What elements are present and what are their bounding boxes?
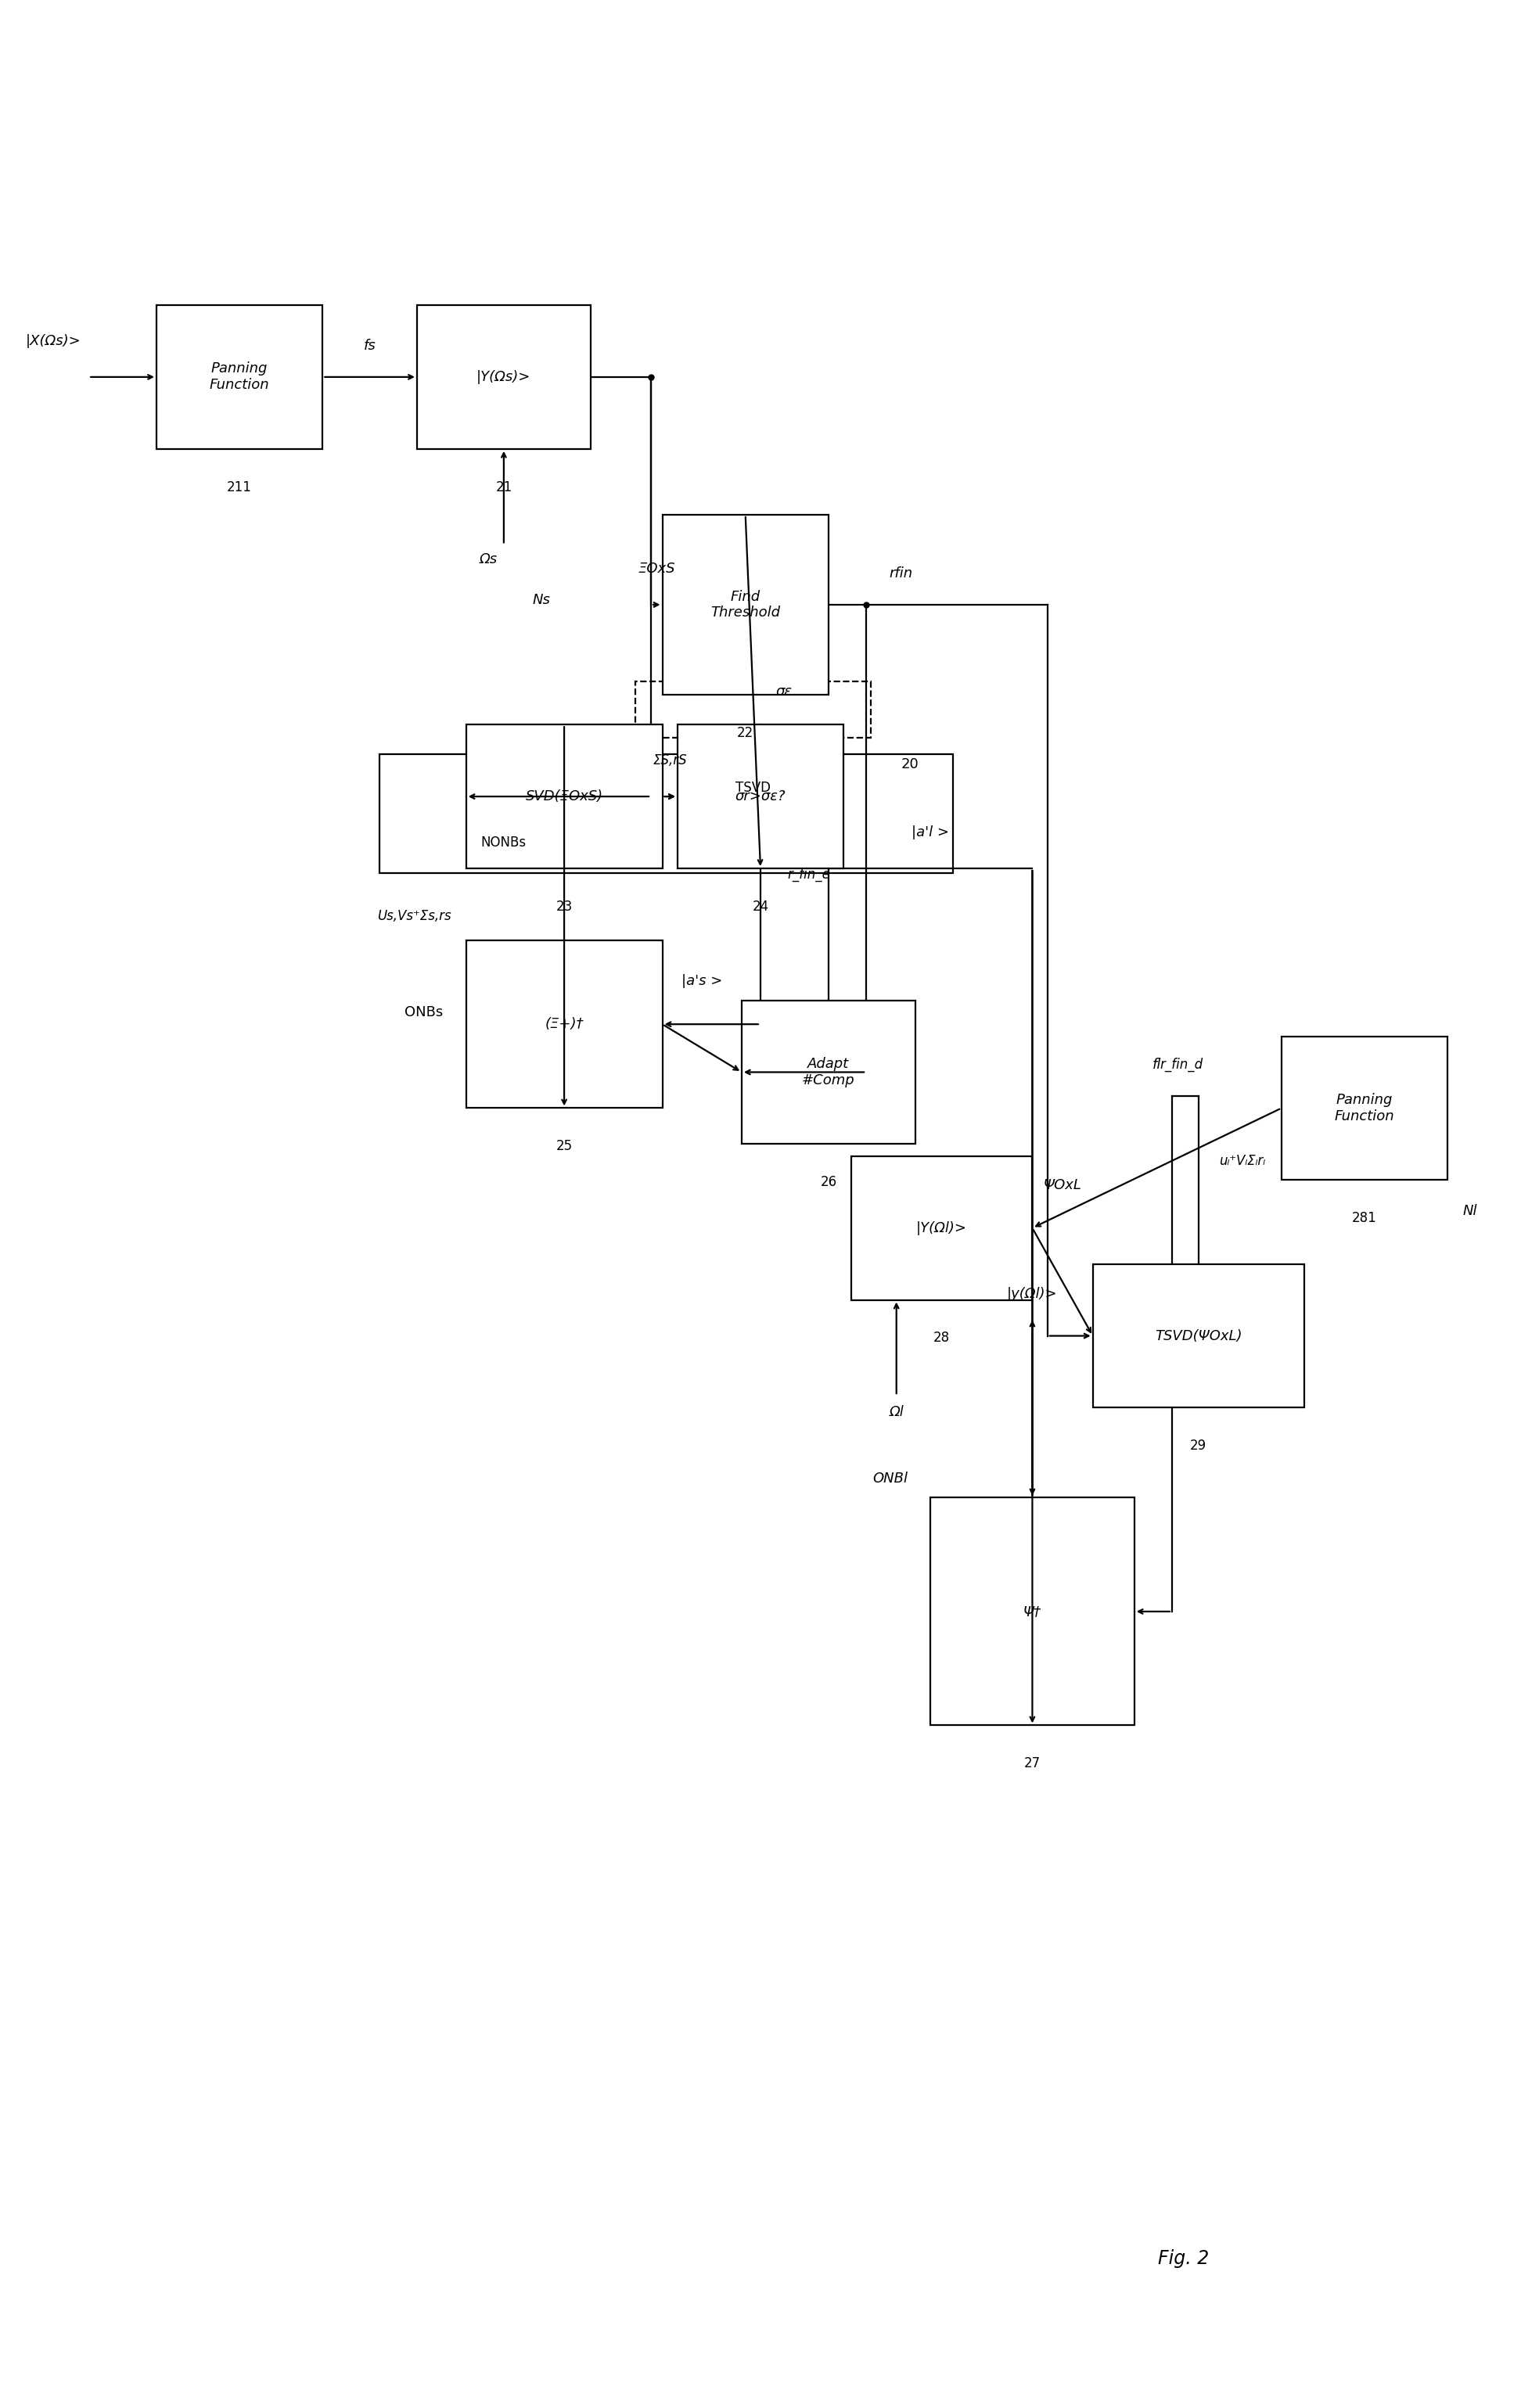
- FancyBboxPatch shape: [417, 306, 590, 448]
- Text: ΞOxS: ΞOxS: [639, 561, 675, 576]
- Text: ΣS,rS: ΣS,rS: [653, 754, 687, 768]
- Text: 27: 27: [1024, 1755, 1040, 1770]
- FancyBboxPatch shape: [465, 725, 662, 869]
- Text: Panning
Function: Panning Function: [210, 361, 269, 393]
- Text: TSVD(ΨOxL): TSVD(ΨOxL): [1154, 1329, 1243, 1344]
- Text: 26: 26: [820, 1175, 837, 1190]
- Text: Ωs: Ωs: [479, 551, 497, 566]
- Text: Us,Vs⁺Σs,rs: Us,Vs⁺Σs,rs: [377, 910, 450, 922]
- FancyBboxPatch shape: [157, 306, 322, 448]
- Text: |a'l >: |a'l >: [911, 826, 949, 840]
- Text: rfin: rfin: [888, 566, 913, 580]
- Text: 29: 29: [1189, 1440, 1206, 1452]
- Text: Panning
Function: Panning Function: [1334, 1093, 1395, 1122]
- Text: 281: 281: [1352, 1211, 1377, 1226]
- Text: σr>σε?: σr>σε?: [735, 790, 786, 804]
- Text: |X(Ωs)>: |X(Ωs)>: [26, 335, 81, 349]
- Text: 211: 211: [227, 479, 252, 494]
- FancyBboxPatch shape: [1282, 1035, 1448, 1180]
- Text: 28: 28: [934, 1332, 951, 1346]
- Text: 20: 20: [900, 756, 919, 771]
- Text: (Ξ+)†: (Ξ+)†: [545, 1016, 584, 1031]
- Text: SVD(ΞOxS): SVD(ΞOxS): [525, 790, 602, 804]
- Text: Ωl: Ωl: [890, 1406, 903, 1418]
- FancyBboxPatch shape: [931, 1498, 1135, 1727]
- Text: Adapt
#Comp: Adapt #Comp: [802, 1057, 855, 1088]
- Text: TSVD: TSVD: [735, 780, 771, 795]
- Text: 23: 23: [555, 901, 572, 913]
- Text: Fig. 2: Fig. 2: [1157, 2249, 1209, 2268]
- Text: 21: 21: [496, 479, 513, 494]
- Text: r_fin_d: r_fin_d: [1161, 1057, 1203, 1072]
- Text: σε: σε: [776, 684, 792, 698]
- Text: NONBs: NONBs: [481, 836, 526, 850]
- Text: Find
Threshold: Find Threshold: [710, 590, 780, 619]
- Text: ΨOxL: ΨOxL: [1043, 1178, 1081, 1192]
- FancyBboxPatch shape: [852, 1156, 1033, 1300]
- Text: |Y(Ωs)>: |Y(Ωs)>: [476, 371, 531, 383]
- Text: r_fin_e: r_fin_e: [788, 867, 830, 881]
- Text: Ψ†: Ψ†: [1024, 1604, 1042, 1618]
- FancyBboxPatch shape: [662, 515, 829, 694]
- Text: fs: fs: [364, 340, 376, 354]
- FancyBboxPatch shape: [465, 939, 662, 1108]
- Text: ONBl: ONBl: [873, 1471, 908, 1486]
- Text: uₗ⁺VₗΣₗrₗ: uₗ⁺VₗΣₗrₗ: [1218, 1153, 1265, 1168]
- Text: |y(Ωl)>: |y(Ωl)>: [1007, 1286, 1057, 1300]
- Text: Ns: Ns: [532, 592, 551, 607]
- Text: |a's >: |a's >: [681, 975, 722, 987]
- Text: Nl: Nl: [1463, 1204, 1477, 1218]
- Text: |Y(Ωl)>: |Y(Ωl)>: [916, 1221, 967, 1235]
- FancyBboxPatch shape: [677, 725, 844, 869]
- Text: 22: 22: [738, 725, 754, 739]
- Text: 25: 25: [555, 1139, 572, 1153]
- Text: 24: 24: [753, 901, 768, 913]
- FancyBboxPatch shape: [1092, 1264, 1303, 1409]
- Text: fl: fl: [1153, 1057, 1162, 1072]
- FancyBboxPatch shape: [742, 999, 916, 1144]
- Text: ONBs: ONBs: [405, 1004, 444, 1019]
